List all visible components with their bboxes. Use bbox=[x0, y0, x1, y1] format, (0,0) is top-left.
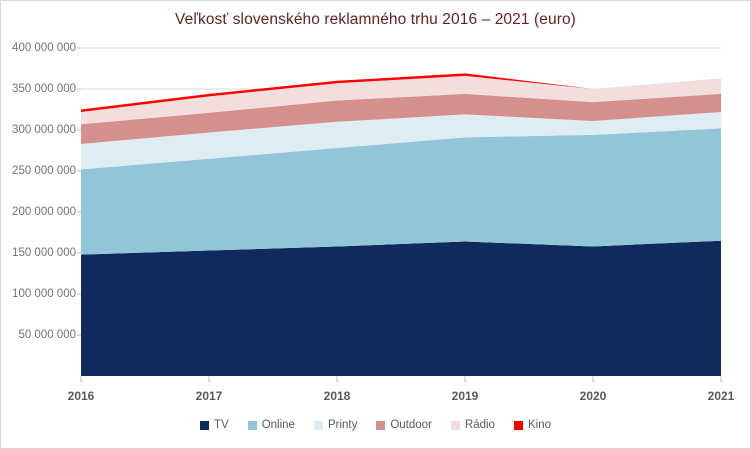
legend-item-printy: Printy bbox=[313, 419, 358, 431]
y-axis-tick-label: 400 000 000 bbox=[12, 42, 76, 54]
x-axis-tick-label: 2018 bbox=[323, 389, 351, 403]
legend-label: Outdoor bbox=[390, 419, 432, 431]
legend-item-outdoor: Outdoor bbox=[376, 419, 432, 431]
x-axis-tick-label: 2020 bbox=[579, 389, 607, 403]
legend-swatch-icon bbox=[247, 420, 257, 430]
legend-label: Online bbox=[261, 419, 295, 431]
legend-item-kino: Kino bbox=[513, 419, 551, 431]
legend-item-rádio: Rádio bbox=[450, 419, 495, 431]
legend-item-online: Online bbox=[247, 419, 295, 431]
legend-label: Rádio bbox=[464, 419, 495, 431]
legend-swatch-icon bbox=[313, 420, 323, 430]
legend-swatch-icon bbox=[199, 420, 209, 430]
x-axis-tick-label: 2019 bbox=[451, 389, 479, 403]
x-axis-tick-label: 2021 bbox=[707, 389, 735, 403]
legend-label: Printy bbox=[327, 419, 358, 431]
area-series-tv bbox=[81, 240, 721, 376]
legend-label: Kino bbox=[527, 419, 551, 431]
y-axis-tick-label: 200 000 000 bbox=[12, 206, 76, 218]
legend: TV Online Printy Outdoor Rádio Kino bbox=[1, 419, 750, 431]
chart-title: Veľkosť slovenského reklamného trhu 2016… bbox=[175, 11, 576, 28]
y-axis-tick-label: 50 000 000 bbox=[18, 329, 76, 341]
legend-item-tv: TV bbox=[199, 419, 229, 431]
y-axis-tick-label: 150 000 000 bbox=[12, 247, 76, 259]
legend-swatch-icon bbox=[376, 420, 386, 430]
y-axis-tick-label: 100 000 000 bbox=[12, 288, 76, 300]
legend-label: TV bbox=[213, 419, 229, 431]
area-series-outdoor bbox=[81, 93, 721, 144]
area-series-printy bbox=[81, 111, 721, 170]
x-axis-tick-label: 2016 bbox=[67, 389, 95, 403]
legend-swatch-icon bbox=[513, 420, 523, 430]
y-axis-tick-label: 250 000 000 bbox=[12, 165, 76, 177]
x-axis-tick-label: 2017 bbox=[195, 389, 223, 403]
area-series-rádio bbox=[81, 75, 721, 125]
legend-swatch-icon bbox=[450, 420, 460, 430]
y-axis-tick-label: 300 000 000 bbox=[12, 124, 76, 136]
area-series-online bbox=[81, 128, 721, 255]
y-axis-tick-label: 350 000 000 bbox=[12, 83, 76, 95]
